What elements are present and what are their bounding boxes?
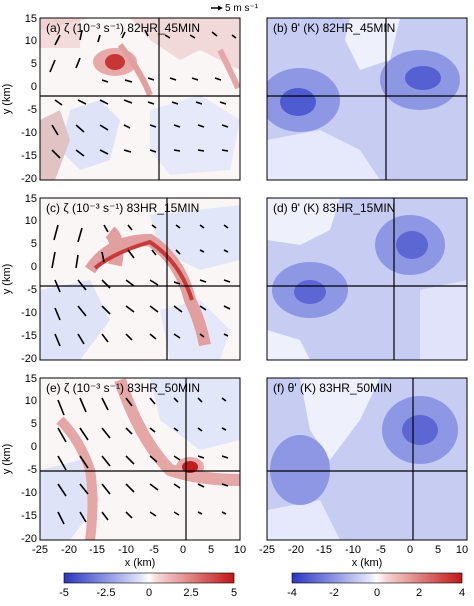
- colorbar-left: -5 -2.5 0 2.5 5: [59, 572, 237, 599]
- svg-text:5: 5: [231, 587, 237, 599]
- panel-f: (f) θ' (K) 83HR_50MIN: [266, 377, 468, 541]
- panel-e-label: (e) ζ (10⁻³ s⁻¹) 83HR_50MIN: [46, 381, 200, 395]
- y-axis-ticks: 15 10 5 0 -5 -10 -15 -20 15 10 5 0 -5 -1…: [21, 13, 37, 545]
- svg-text:-15: -15: [21, 150, 37, 162]
- svg-text:-20: -20: [21, 353, 37, 365]
- svg-text:0: 0: [146, 587, 152, 599]
- svg-text:10: 10: [234, 544, 246, 556]
- y-axis-label-c: y (km): [1, 264, 13, 295]
- panel-f-label: (f) θ' (K) 83HR_50MIN: [273, 381, 392, 395]
- x-axis-ticks-right: -25 -20 -15 -10 -5 0 5 10: [259, 544, 468, 556]
- svg-text:-5: -5: [376, 544, 386, 556]
- svg-text:5: 5: [31, 58, 37, 70]
- svg-text:-25: -25: [259, 544, 275, 556]
- svg-text:10: 10: [456, 544, 468, 556]
- svg-text:2.5: 2.5: [183, 587, 198, 599]
- y-axis-label-e: y (km): [1, 444, 13, 475]
- svg-text:15: 15: [25, 373, 37, 385]
- svg-text:0: 0: [374, 587, 380, 599]
- svg-text:0: 0: [31, 261, 37, 273]
- svg-text:10: 10: [25, 395, 37, 407]
- x-axis-ticks-left: -25 -20 -15 -10 -5 0 5 10: [32, 544, 246, 556]
- svg-text:0: 0: [31, 81, 37, 93]
- panel-d: (d) θ' (K) 83HR_15MIN: [266, 197, 468, 361]
- panel-d-label: (d) θ' (K) 83HR_15MIN: [273, 201, 395, 215]
- svg-text:10: 10: [25, 35, 37, 47]
- svg-text:-10: -10: [118, 544, 134, 556]
- svg-text:-15: -15: [316, 544, 332, 556]
- svg-text:-20: -20: [21, 533, 37, 545]
- svg-text:5: 5: [31, 418, 37, 430]
- svg-text:-20: -20: [61, 544, 77, 556]
- svg-text:-10: -10: [21, 487, 37, 499]
- y-axis-label-a: y (km): [1, 84, 13, 115]
- svg-text:-5: -5: [149, 544, 159, 556]
- svg-text:-15: -15: [89, 544, 105, 556]
- reference-vector-label: 5 m s⁻¹: [225, 3, 259, 14]
- svg-text:-10: -10: [21, 127, 37, 139]
- panel-b: (b) θ' (K) 82HR_45MIN: [266, 17, 468, 181]
- svg-text:2: 2: [416, 587, 422, 599]
- panel-e: (e) ζ (10⁻³ s⁻¹) 83HR_50MIN: [39, 377, 241, 541]
- svg-text:0: 0: [180, 544, 186, 556]
- svg-text:5: 5: [208, 544, 214, 556]
- svg-text:-5: -5: [27, 104, 37, 116]
- panel-a: (a) ζ (10⁻³ s⁻¹) 82HR_45MIN: [39, 17, 241, 181]
- svg-text:-15: -15: [21, 330, 37, 342]
- svg-text:-5: -5: [27, 284, 37, 296]
- colorbar-right: -4 -2 0 2 4: [287, 572, 465, 599]
- svg-text:-2: -2: [329, 587, 339, 599]
- svg-text:-10: -10: [345, 544, 361, 556]
- svg-text:4: 4: [459, 587, 465, 599]
- svg-text:10: 10: [25, 215, 37, 227]
- svg-text:15: 15: [25, 13, 37, 25]
- x-axis-label-right: x (km): [352, 557, 383, 569]
- svg-text:5: 5: [31, 238, 37, 250]
- svg-text:-20: -20: [21, 173, 37, 185]
- svg-text:-25: -25: [32, 544, 48, 556]
- panel-c: (c) ζ (10⁻³ s⁻¹) 83HR_15MIN: [39, 197, 241, 361]
- reference-vector: 5 m s⁻¹: [211, 3, 259, 14]
- svg-text:-5: -5: [59, 587, 69, 599]
- x-axis-label-left: x (km): [125, 557, 156, 569]
- svg-text:5: 5: [435, 544, 441, 556]
- svg-text:-20: -20: [288, 544, 304, 556]
- svg-text:15: 15: [25, 193, 37, 205]
- panel-c-label: (c) ζ (10⁻³ s⁻¹) 83HR_15MIN: [46, 201, 199, 215]
- svg-text:0: 0: [407, 544, 413, 556]
- svg-text:-10: -10: [21, 307, 37, 319]
- svg-text:-2.5: -2.5: [97, 587, 116, 599]
- svg-text:-5: -5: [27, 464, 37, 476]
- panel-b-label: (b) θ' (K) 82HR_45MIN: [273, 21, 395, 35]
- svg-text:0: 0: [31, 441, 37, 453]
- svg-text:-15: -15: [21, 510, 37, 522]
- panel-a-label: (a) ζ (10⁻³ s⁻¹) 82HR_45MIN: [46, 21, 200, 35]
- svg-text:-4: -4: [287, 587, 297, 599]
